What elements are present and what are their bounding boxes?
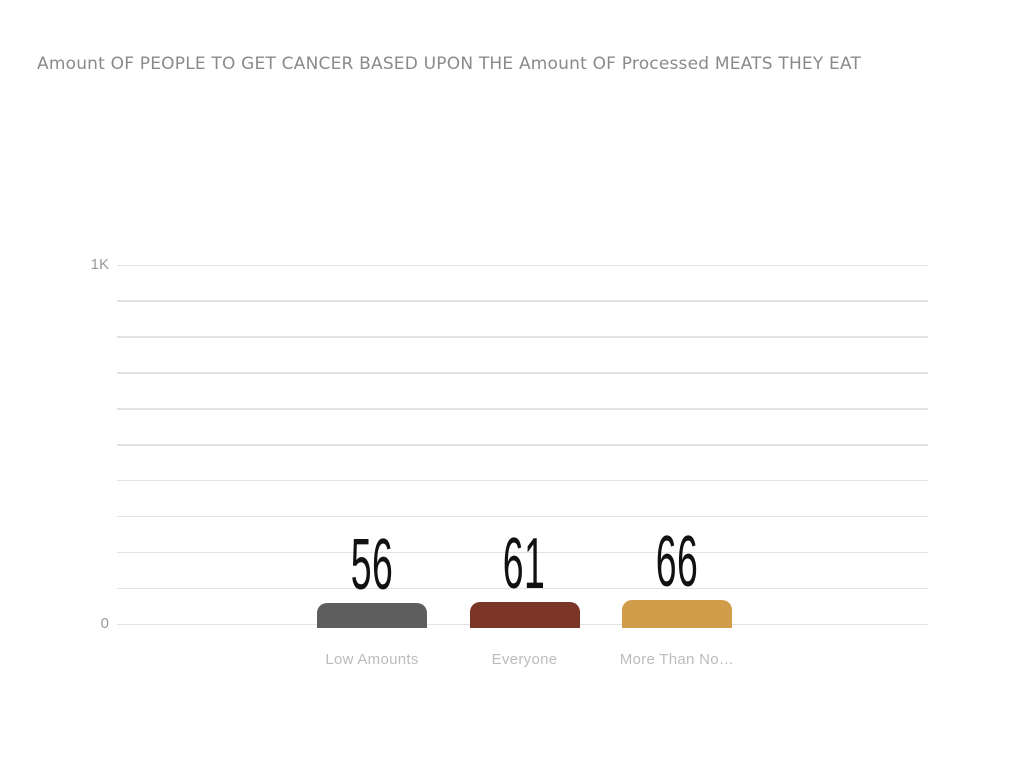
- y-axis-tick-label: 0: [100, 614, 109, 632]
- chart-title: Amount OF PEOPLE TO GET CANCER BASED UPO…: [37, 54, 862, 74]
- bar-value-digits: 56: [350, 525, 394, 606]
- bar-value-label: 56: [312, 525, 432, 606]
- gridline: [117, 336, 928, 338]
- category-label: Everyone: [491, 651, 558, 668]
- gridline: [117, 587, 928, 590]
- gridline: [117, 300, 928, 302]
- bar-value-digits: 66: [655, 521, 699, 602]
- category-label: More Than No…: [619, 651, 735, 668]
- category-label: Low Amounts: [325, 651, 419, 668]
- bar-value-label: 61: [465, 523, 585, 604]
- gridline: [117, 515, 928, 518]
- gridline: [117, 479, 928, 482]
- bar-more-than-no-[interactable]: [622, 599, 732, 629]
- bar-value-label: 66: [617, 521, 737, 602]
- bar-low-amounts[interactable]: [317, 603, 427, 629]
- y-axis-tick-label: 1K: [90, 255, 109, 273]
- gridline: [117, 408, 928, 410]
- gridline: [117, 444, 928, 446]
- gridline: [117, 264, 928, 266]
- gridline: [117, 551, 928, 554]
- bar-everyone[interactable]: [469, 601, 580, 629]
- gridline: [117, 372, 928, 374]
- bar-value-digits: 61: [503, 523, 546, 604]
